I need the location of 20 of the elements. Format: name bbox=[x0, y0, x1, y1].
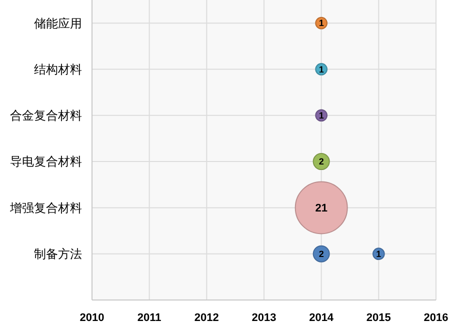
data-label: 1 bbox=[318, 110, 324, 121]
x-tick-label: 2016 bbox=[424, 312, 448, 324]
data-label: 1 bbox=[318, 64, 324, 74]
y-tick-label: 制备方法 bbox=[34, 247, 82, 262]
data-label: 1 bbox=[318, 18, 324, 28]
x-tick-label: 2014 bbox=[309, 312, 334, 324]
data-label: 2 bbox=[318, 156, 324, 167]
y-tick-label: 导电复合材料 bbox=[10, 154, 82, 169]
y-tick-label: 结构材料 bbox=[34, 62, 82, 76]
x-tick-label: 2013 bbox=[252, 312, 276, 324]
y-tick-label: 增强复合材料 bbox=[9, 200, 82, 215]
x-tick-label: 2011 bbox=[137, 312, 162, 324]
data-label: 21 bbox=[315, 202, 328, 215]
data-label: 1 bbox=[376, 248, 382, 259]
data-label: 2 bbox=[318, 248, 324, 259]
x-tick-label: 2010 bbox=[80, 312, 104, 324]
x-tick-label: 2012 bbox=[194, 312, 219, 324]
y-tick-label: 储能应用 bbox=[34, 16, 82, 30]
x-tick-label: 2015 bbox=[366, 312, 391, 324]
y-tick-label: 合金复合材料 bbox=[10, 108, 82, 123]
